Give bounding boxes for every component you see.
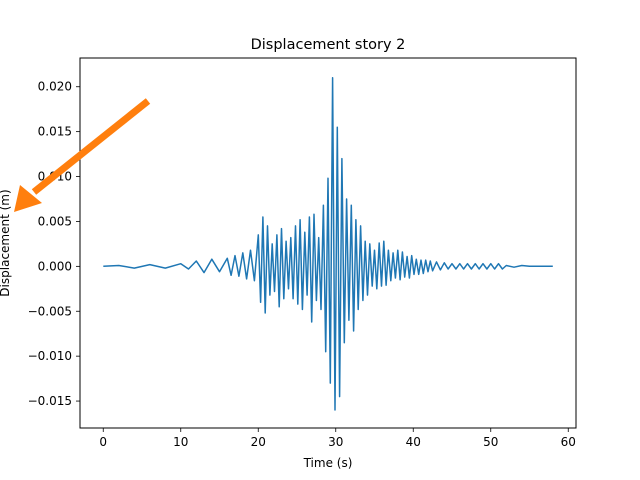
- x-axis-label: Time (s): [303, 456, 353, 470]
- plot-frame: [79, 57, 577, 429]
- x-tick-label: 10: [173, 435, 188, 449]
- chart-title: Displacement story 2: [251, 37, 406, 53]
- y-axis-label: Displacement (m): [0, 189, 12, 296]
- y-tick-label: 0.005: [38, 214, 72, 228]
- y-tick-label: −0.005: [28, 304, 72, 318]
- y-tick-label: 0.015: [38, 125, 72, 139]
- arrow-head: [14, 185, 42, 212]
- x-tick-label: 40: [406, 435, 421, 449]
- x-tick-label: 0: [99, 435, 107, 449]
- arrow-shaft: [31, 98, 151, 195]
- y-tick-label: −0.010: [28, 349, 72, 363]
- y-tick-label: 0.020: [38, 80, 72, 94]
- series-line: [103, 77, 553, 411]
- orange-arrow-annotation: [14, 98, 151, 212]
- y-tick-label: −0.015: [28, 394, 72, 408]
- x-tick-label: 60: [561, 435, 576, 449]
- x-axis: 0 10 20 30 40 50 60: [99, 428, 576, 449]
- y-tick-label: 0.000: [38, 259, 72, 273]
- y-axis: −0.015−0.010−0.0050.0000.0050.0100.0150.…: [28, 80, 80, 408]
- plot-area: [103, 77, 553, 411]
- x-tick-label: 50: [483, 435, 498, 449]
- x-tick-label: 20: [251, 435, 266, 449]
- x-tick-label: 30: [328, 435, 343, 449]
